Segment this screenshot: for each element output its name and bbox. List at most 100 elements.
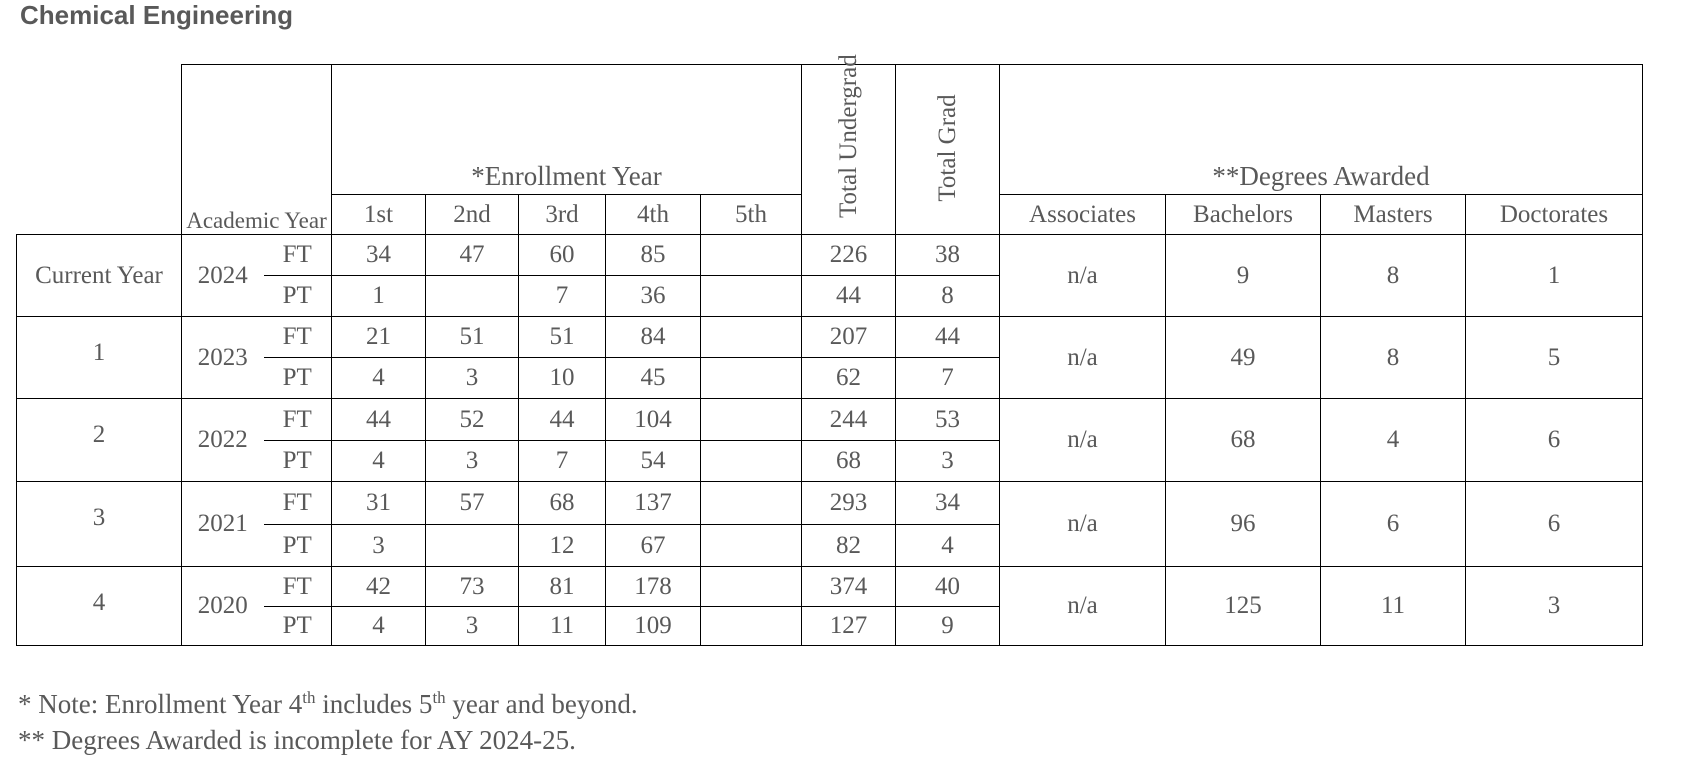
enrollment-type: FT xyxy=(263,398,332,441)
enrollment-type: PT xyxy=(263,524,332,567)
enrollment-col-3rd: 3rd xyxy=(518,194,606,235)
enrollment-col-1st: 1st xyxy=(331,194,426,235)
table-body: Current Year 2024 FT 34 47 60 85 226 38 n/a 9 8 1 PT 1… xyxy=(16,234,1643,646)
cell-e1: 1 xyxy=(331,275,426,317)
degrees-masters: 8 xyxy=(1320,234,1466,317)
cell-e5 xyxy=(700,234,802,276)
footnotes: * Note: Enrollment Year 4th includes 5th… xyxy=(18,680,638,758)
degrees-doctorates: 1 xyxy=(1465,234,1643,317)
table-row: PT 3 12 67 82 4 xyxy=(17,524,1643,567)
enrollment-type: PT xyxy=(263,440,332,482)
cell-e4: 178 xyxy=(605,566,701,607)
cell-e3: 51 xyxy=(518,316,606,358)
cell-e5 xyxy=(700,398,802,441)
cell-grad: 38 xyxy=(895,234,1000,276)
degrees-awarded-header: **Degrees Awarded xyxy=(999,64,1643,195)
year-offset-label: 1 xyxy=(16,316,182,399)
degrees-doctorates: 6 xyxy=(1465,398,1643,482)
enrollment-col-2nd: 2nd xyxy=(425,194,519,235)
table-row: 4 2020 FT 42 73 81 178 374 40 n/a 125 11 3 xyxy=(16,566,1643,646)
cell-e3: 44 xyxy=(518,398,606,441)
academic-year: 2022 xyxy=(181,398,264,482)
cell-e3: 11 xyxy=(518,606,606,646)
table-row: 1 2023 FT 21 51 51 84 207 44 n/a 49 8 5 xyxy=(16,316,1643,399)
degrees-associates: n/a xyxy=(999,316,1166,399)
academic-year: 2023 xyxy=(181,316,264,399)
cell-grad: 44 xyxy=(895,316,1000,358)
cell-undergrad: 68 xyxy=(801,440,896,482)
cell-e4: 84 xyxy=(605,316,701,358)
cell-e2: 3 xyxy=(425,440,519,482)
enrollment-type: PT xyxy=(263,357,332,399)
cell-undergrad: 127 xyxy=(801,606,896,646)
cell-e2 xyxy=(425,275,519,317)
cell-e5 xyxy=(700,606,802,646)
degrees-bachelors: 68 xyxy=(1165,398,1321,482)
cell-e3: 7 xyxy=(518,440,606,482)
table-row: 3 2021 FT 31 57 68 137 293 34 n/a 96 6 6 xyxy=(16,481,1643,567)
cell-e4: 36 xyxy=(605,275,701,317)
degrees-associates: n/a xyxy=(999,234,1166,317)
degrees-masters: 11 xyxy=(1320,566,1466,646)
table-row: Current Year 2024 FT 34 47 60 85 226 38 n/a 9 8 1 xyxy=(16,234,1643,317)
cell-e3: 12 xyxy=(518,524,606,567)
table-row: 2 2022 FT 44 52 44 104 244 53 n/a 68 4 6 xyxy=(16,398,1643,482)
degree-col-doctorates: Doctorates xyxy=(1465,194,1643,235)
degrees-associates: n/a xyxy=(999,481,1166,567)
cell-e5 xyxy=(700,316,802,358)
cell-e5 xyxy=(700,357,802,399)
enrollment-type: PT xyxy=(263,275,332,317)
cell-undergrad: 374 xyxy=(801,566,896,607)
year-offset-label: 2 xyxy=(16,398,182,482)
cell-grad: 3 xyxy=(895,440,1000,482)
degrees-bachelors: 96 xyxy=(1165,481,1321,567)
cell-e1: 3 xyxy=(331,524,426,567)
cell-e4: 67 xyxy=(605,524,701,567)
cell-e1: 4 xyxy=(331,606,426,646)
enrollment-type: PT xyxy=(263,606,332,646)
cell-e3: 60 xyxy=(518,234,606,276)
degrees-bachelors: 125 xyxy=(1165,566,1321,646)
cell-e2: 47 xyxy=(425,234,519,276)
cell-undergrad: 207 xyxy=(801,316,896,358)
cell-grad: 34 xyxy=(895,481,1000,525)
cell-grad: 9 xyxy=(895,606,1000,646)
year-offset-label: 3 xyxy=(16,481,182,567)
table-row: PT 4 3 11 109 127 9 xyxy=(17,606,1643,646)
cell-e4: 45 xyxy=(605,357,701,399)
cell-e2: 3 xyxy=(425,357,519,399)
cell-undergrad: 244 xyxy=(801,398,896,441)
cell-e3: 68 xyxy=(518,481,606,525)
cell-e3: 81 xyxy=(518,566,606,607)
degrees-masters: 8 xyxy=(1320,316,1466,399)
degrees-doctorates: 3 xyxy=(1465,566,1643,646)
academic-year: 2021 xyxy=(181,481,264,567)
total-undergrad-header: Total Undergrad xyxy=(801,54,896,235)
cell-grad: 4 xyxy=(895,524,1000,567)
enrollment-col-4th: 4th xyxy=(605,194,701,235)
cell-e5 xyxy=(700,275,802,317)
cell-grad: 8 xyxy=(895,275,1000,317)
academic-year: 2020 xyxy=(181,566,264,646)
cell-e4: 137 xyxy=(605,481,701,525)
cell-undergrad: 293 xyxy=(801,481,896,525)
cell-e4: 54 xyxy=(605,440,701,482)
degrees-bachelors: 9 xyxy=(1165,234,1321,317)
academic-year: 2024 xyxy=(181,234,264,317)
degrees-masters: 6 xyxy=(1320,481,1466,567)
cell-undergrad: 82 xyxy=(801,524,896,567)
degrees-associates: n/a xyxy=(999,398,1166,482)
cell-e2: 52 xyxy=(425,398,519,441)
cell-grad: 53 xyxy=(895,398,1000,441)
degree-col-masters: Masters xyxy=(1320,194,1466,235)
cell-undergrad: 226 xyxy=(801,234,896,276)
cell-e4: 109 xyxy=(605,606,701,646)
enrollment-type: FT xyxy=(263,234,332,276)
cell-e1: 4 xyxy=(331,357,426,399)
degrees-doctorates: 5 xyxy=(1465,316,1643,399)
degrees-associates: n/a xyxy=(999,566,1166,646)
cell-e2: 57 xyxy=(425,481,519,525)
degree-col-associates: Associates xyxy=(999,194,1166,235)
page-title: Chemical Engineering xyxy=(20,0,294,30)
cell-e2: 73 xyxy=(425,566,519,607)
